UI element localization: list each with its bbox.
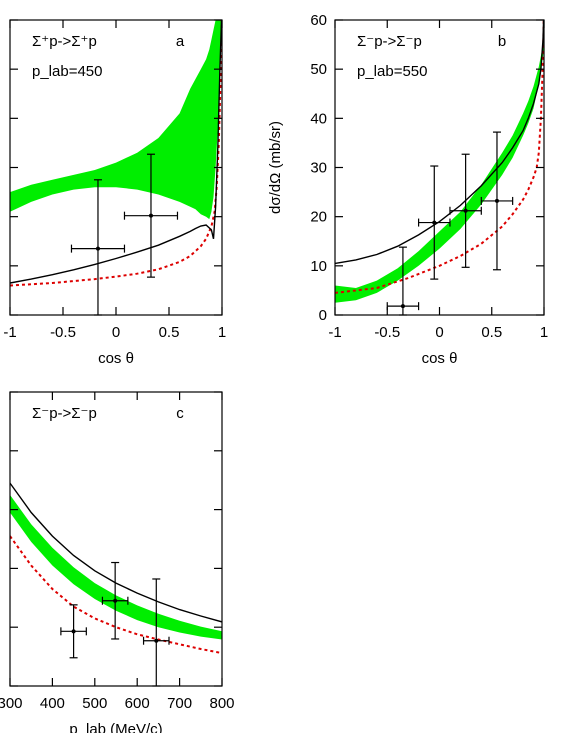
x-tick-label: 0.5	[159, 324, 180, 341]
point-marker	[71, 629, 76, 634]
data-point	[480, 131, 514, 271]
y-axis-title: dσ/dΩ (mb/sr)	[267, 121, 284, 214]
point-marker	[154, 638, 159, 643]
x-tick-label: 0	[435, 324, 443, 341]
data-point	[142, 578, 170, 687]
x-tick-label: 600	[125, 695, 150, 712]
x-tick-label: 500	[82, 695, 107, 712]
x-tick-label: -0.5	[374, 324, 400, 341]
x-tick-label: 1	[540, 324, 548, 341]
reaction-label: Σ⁺p->Σ⁺p	[32, 33, 97, 50]
momentum-label: p_lab=450	[32, 63, 103, 80]
point-marker	[113, 598, 118, 603]
x-tick-label: 800	[209, 695, 234, 712]
x-axis-title: p_lab (MeV/c)	[69, 721, 162, 733]
data-point	[70, 179, 126, 316]
solid-curve	[335, 20, 544, 265]
solid-curve	[10, 20, 222, 284]
y-tick-label: 0	[319, 307, 327, 324]
x-tick-label: 0	[112, 324, 120, 341]
panel-label: b	[498, 33, 506, 50]
solid-curve	[10, 482, 222, 623]
data-point	[60, 604, 87, 659]
plot-frame	[9, 391, 223, 687]
panel-label: c	[176, 405, 184, 422]
point-marker	[400, 304, 405, 309]
point-marker	[463, 208, 468, 213]
x-tick-label: 0.5	[481, 324, 502, 341]
panel-label: a	[176, 33, 185, 50]
panel-a: -1 -0.5 0 0.5 1 cos θ Σ⁺p->Σ⁺p p_lab=450 a	[3, 19, 226, 367]
y-tick-label: 20	[310, 209, 327, 226]
point-marker	[494, 198, 499, 203]
point-marker	[432, 220, 437, 225]
uncertainty-band	[335, 39, 544, 303]
panel-c: 300 400 500 600 700 800 p_lab (MeV/c) Σ⁻p->Σ⁻p c	[0, 391, 235, 733]
x-tick-label: 1	[218, 324, 226, 341]
point-marker	[148, 213, 153, 218]
x-tick-label: 400	[40, 695, 65, 712]
x-axis-title: cos θ	[422, 350, 458, 367]
y-tick-label: 10	[310, 258, 327, 275]
uncertainty-band	[10, 494, 222, 640]
data-point	[418, 165, 451, 280]
y-tick-label: 40	[310, 110, 327, 127]
uncertainty-band	[10, 20, 222, 220]
x-tick-label: 700	[167, 695, 192, 712]
x-tick-label: -1	[328, 324, 341, 341]
dotted-curve	[335, 20, 544, 294]
reaction-label: Σ⁻p->Σ⁻p	[32, 405, 97, 422]
data-point	[123, 153, 179, 278]
point-marker	[95, 246, 100, 251]
x-tick-label: 300	[0, 695, 23, 712]
x-axis-title: cos θ	[98, 350, 134, 367]
x-tick-label: -1	[3, 324, 16, 341]
y-tick-label: 50	[310, 61, 327, 78]
y-tick-label: 60	[310, 12, 327, 29]
momentum-label: p_lab=550	[357, 63, 428, 80]
y-tick-label: 30	[310, 160, 327, 177]
reaction-label: Σ⁻p->Σ⁻p	[357, 33, 422, 50]
data-point	[101, 561, 129, 640]
x-tick-label: -0.5	[50, 324, 76, 341]
data-point	[449, 153, 482, 268]
